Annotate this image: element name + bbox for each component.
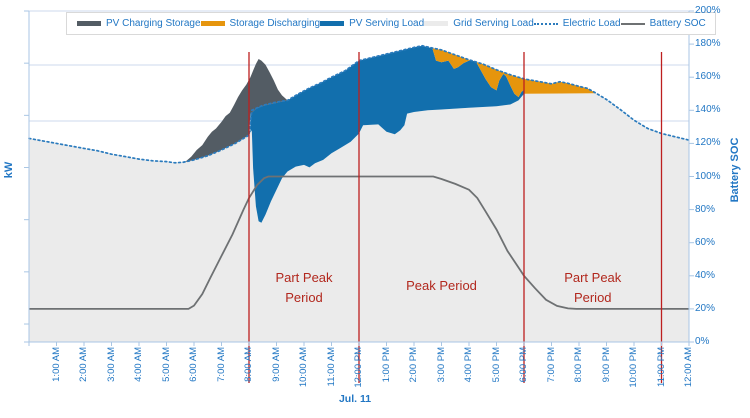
right-axis-tick-label: 80% <box>695 203 716 215</box>
x-axis-tick-label: 7:00 AM <box>215 347 227 382</box>
x-axis-tick-label: 2:00 AM <box>78 347 89 382</box>
legend-label: PV Serving Load <box>349 18 425 29</box>
legend-label: PV Charging Storage <box>106 18 201 29</box>
legend-item-storage-discharging: Storage Discharging <box>200 18 321 29</box>
legend-swatch-storage-discharging <box>200 21 225 26</box>
period-label: Part Peak Period <box>275 270 333 305</box>
x-axis-tick-label: 2:00 PM <box>408 347 419 383</box>
right-axis-tick-label: 100% <box>695 170 721 182</box>
right-axis-tick-label: 180% <box>695 38 721 50</box>
period-label: Peak Period <box>406 278 477 293</box>
right-axis-tick-label: 40% <box>695 269 716 281</box>
legend-swatch-pv-charging-storage <box>77 21 101 26</box>
x-axis-tick-label: 9:00 PM <box>600 347 612 383</box>
legend-label: Storage Discharging <box>229 18 321 29</box>
x-axis-tick-label: 4:00 AM <box>133 347 144 382</box>
x-axis-date-label: Jul. 11 <box>338 393 372 405</box>
legend-label: Electric Load <box>562 18 621 29</box>
battery-soc-line <box>29 175 689 310</box>
x-axis-tick-label: 6:00 PM <box>518 347 529 383</box>
legend-item-electric-load: Electric Load <box>533 18 621 29</box>
x-axis-tick-label: 11:00 PM <box>655 347 667 387</box>
right-axis-tick-label: 60% <box>695 236 716 248</box>
period-label: Part Peak Period <box>564 270 622 305</box>
x-axis-tick-label: 3:00 AM <box>105 347 117 382</box>
legend-item-battery-soc: Battery SOC <box>620 18 706 29</box>
legend-item-pv-serving-load: PV Serving Load <box>320 18 424 29</box>
pv-charging-storage-area <box>184 59 288 163</box>
x-axis-tick-label: 10:00 PM <box>628 347 639 388</box>
x-axis-tick-label: 3:00 PM <box>435 347 447 383</box>
right-axis-tick-label: 140% <box>695 104 721 116</box>
pv-serving-load-area <box>250 45 524 223</box>
x-axis-tick-label: 10:00 AM <box>298 347 309 388</box>
chart-legend: PV Charging Storage Storage Discharging PV… <box>66 12 716 35</box>
right-axis-tick-label: 160% <box>695 71 721 83</box>
x-axis-tick-label: 12:00 AM <box>683 347 694 388</box>
legend-item-grid-serving-load: Grid Serving Load <box>424 18 534 29</box>
x-axis-tick-label: 6:00 AM <box>188 347 199 382</box>
right-axis-tick-label: 200% <box>695 5 721 16</box>
x-axis-tick-label: 1:00 AM <box>50 347 62 382</box>
right-axis-tick-label: 120% <box>695 137 721 149</box>
legend-item-pv-charging-storage: PV Charging Storage <box>77 18 201 29</box>
legend-swatch-pv-serving-load <box>320 21 345 26</box>
legend-swatch-grid-serving-load <box>424 21 449 26</box>
x-axis-tick-label: 8:00 AM <box>243 347 254 382</box>
x-axis-tick-label: 8:00 PM <box>573 347 584 383</box>
x-axis-tick-label: 5:00 PM <box>490 347 502 383</box>
left-axis-title: kW <box>3 161 15 179</box>
legend-label: Grid Serving Load <box>453 18 534 29</box>
x-axis-tick-label: 5:00 AM <box>160 347 172 382</box>
legend-label: Battery SOC <box>649 18 706 29</box>
x-axis-tick-label: 4:00 PM <box>463 347 474 383</box>
legend-swatch-electric-load <box>533 22 558 25</box>
x-axis-tick-label: 9:00 AM <box>270 347 282 382</box>
legend-swatch-battery-soc <box>620 22 645 25</box>
right-axis-tick-label: 20% <box>695 302 716 314</box>
x-axis-tick-label: 7:00 PM <box>545 347 557 383</box>
storage-discharging-area <box>432 48 596 98</box>
right-axis-tick-label: 0% <box>695 336 710 347</box>
